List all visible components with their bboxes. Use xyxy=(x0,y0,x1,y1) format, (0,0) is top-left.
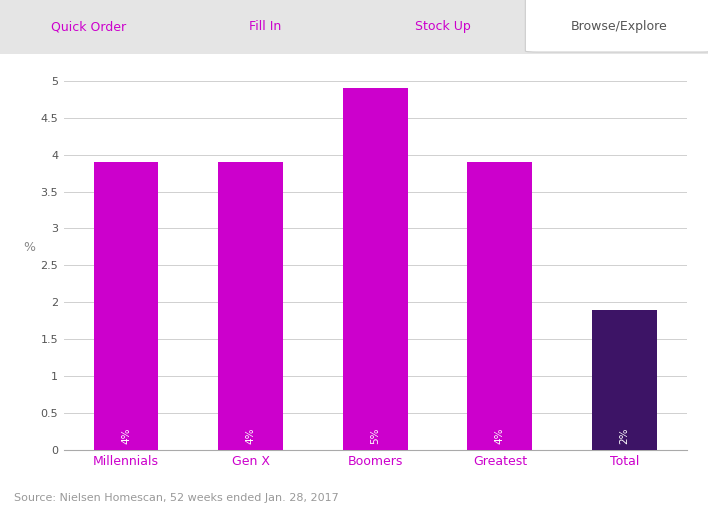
Text: Browse/Explore: Browse/Explore xyxy=(571,20,668,33)
Text: 5%: 5% xyxy=(370,427,380,444)
Bar xyxy=(218,162,283,450)
Text: 4%: 4% xyxy=(246,427,256,444)
Bar xyxy=(592,310,657,450)
FancyBboxPatch shape xyxy=(0,0,708,54)
FancyBboxPatch shape xyxy=(525,0,708,52)
Bar xyxy=(343,88,408,450)
Text: 2%: 2% xyxy=(620,427,629,444)
Text: Fill In: Fill In xyxy=(249,20,282,33)
Text: 4%: 4% xyxy=(121,427,131,444)
Text: Quick Order: Quick Order xyxy=(51,20,126,33)
Bar xyxy=(467,162,532,450)
Text: Source: Nielsen Homescan, 52 weeks ended Jan. 28, 2017: Source: Nielsen Homescan, 52 weeks ended… xyxy=(14,493,339,503)
Text: Stock Up: Stock Up xyxy=(415,20,470,33)
Text: 4%: 4% xyxy=(495,427,505,444)
Bar xyxy=(93,162,159,450)
Y-axis label: %: % xyxy=(23,241,35,254)
